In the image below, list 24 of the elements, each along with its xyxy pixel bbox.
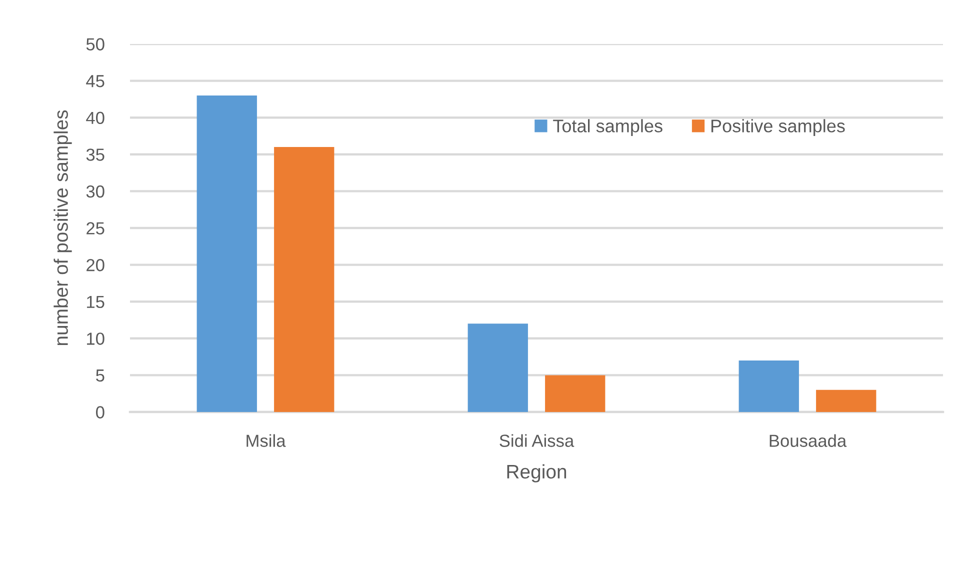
bar [816,390,876,412]
x-axis-title: Region [507,464,566,482]
y-tick-label: 45 [86,75,104,88]
x-tick-label: Msila [246,434,286,447]
y-tick-label: 5 [96,370,104,382]
y-tick-label: 0 [96,406,104,418]
y-tick-label: 40 [86,112,104,124]
x-tick-label: Bousaada [770,434,847,447]
y-tick-label: 10 [87,332,104,345]
y-tick-label: 15 [87,296,104,308]
bar [468,324,528,412]
legend-label: Total samples [553,119,662,136]
y-tick-label: 35 [86,148,104,161]
y-tick-label: 25 [86,222,104,234]
y-tick-label: 50 [86,38,104,50]
y-tick-label: 20 [86,258,104,272]
bar [274,147,334,412]
y-tick-label: 30 [86,185,104,198]
bar [738,360,799,412]
y-axis-title: number of positive samples [54,110,72,346]
legend-label: Positive samples [711,119,845,136]
bar [545,375,606,412]
bar [196,96,257,412]
x-tick-label: Sidi Aissa [500,434,574,447]
